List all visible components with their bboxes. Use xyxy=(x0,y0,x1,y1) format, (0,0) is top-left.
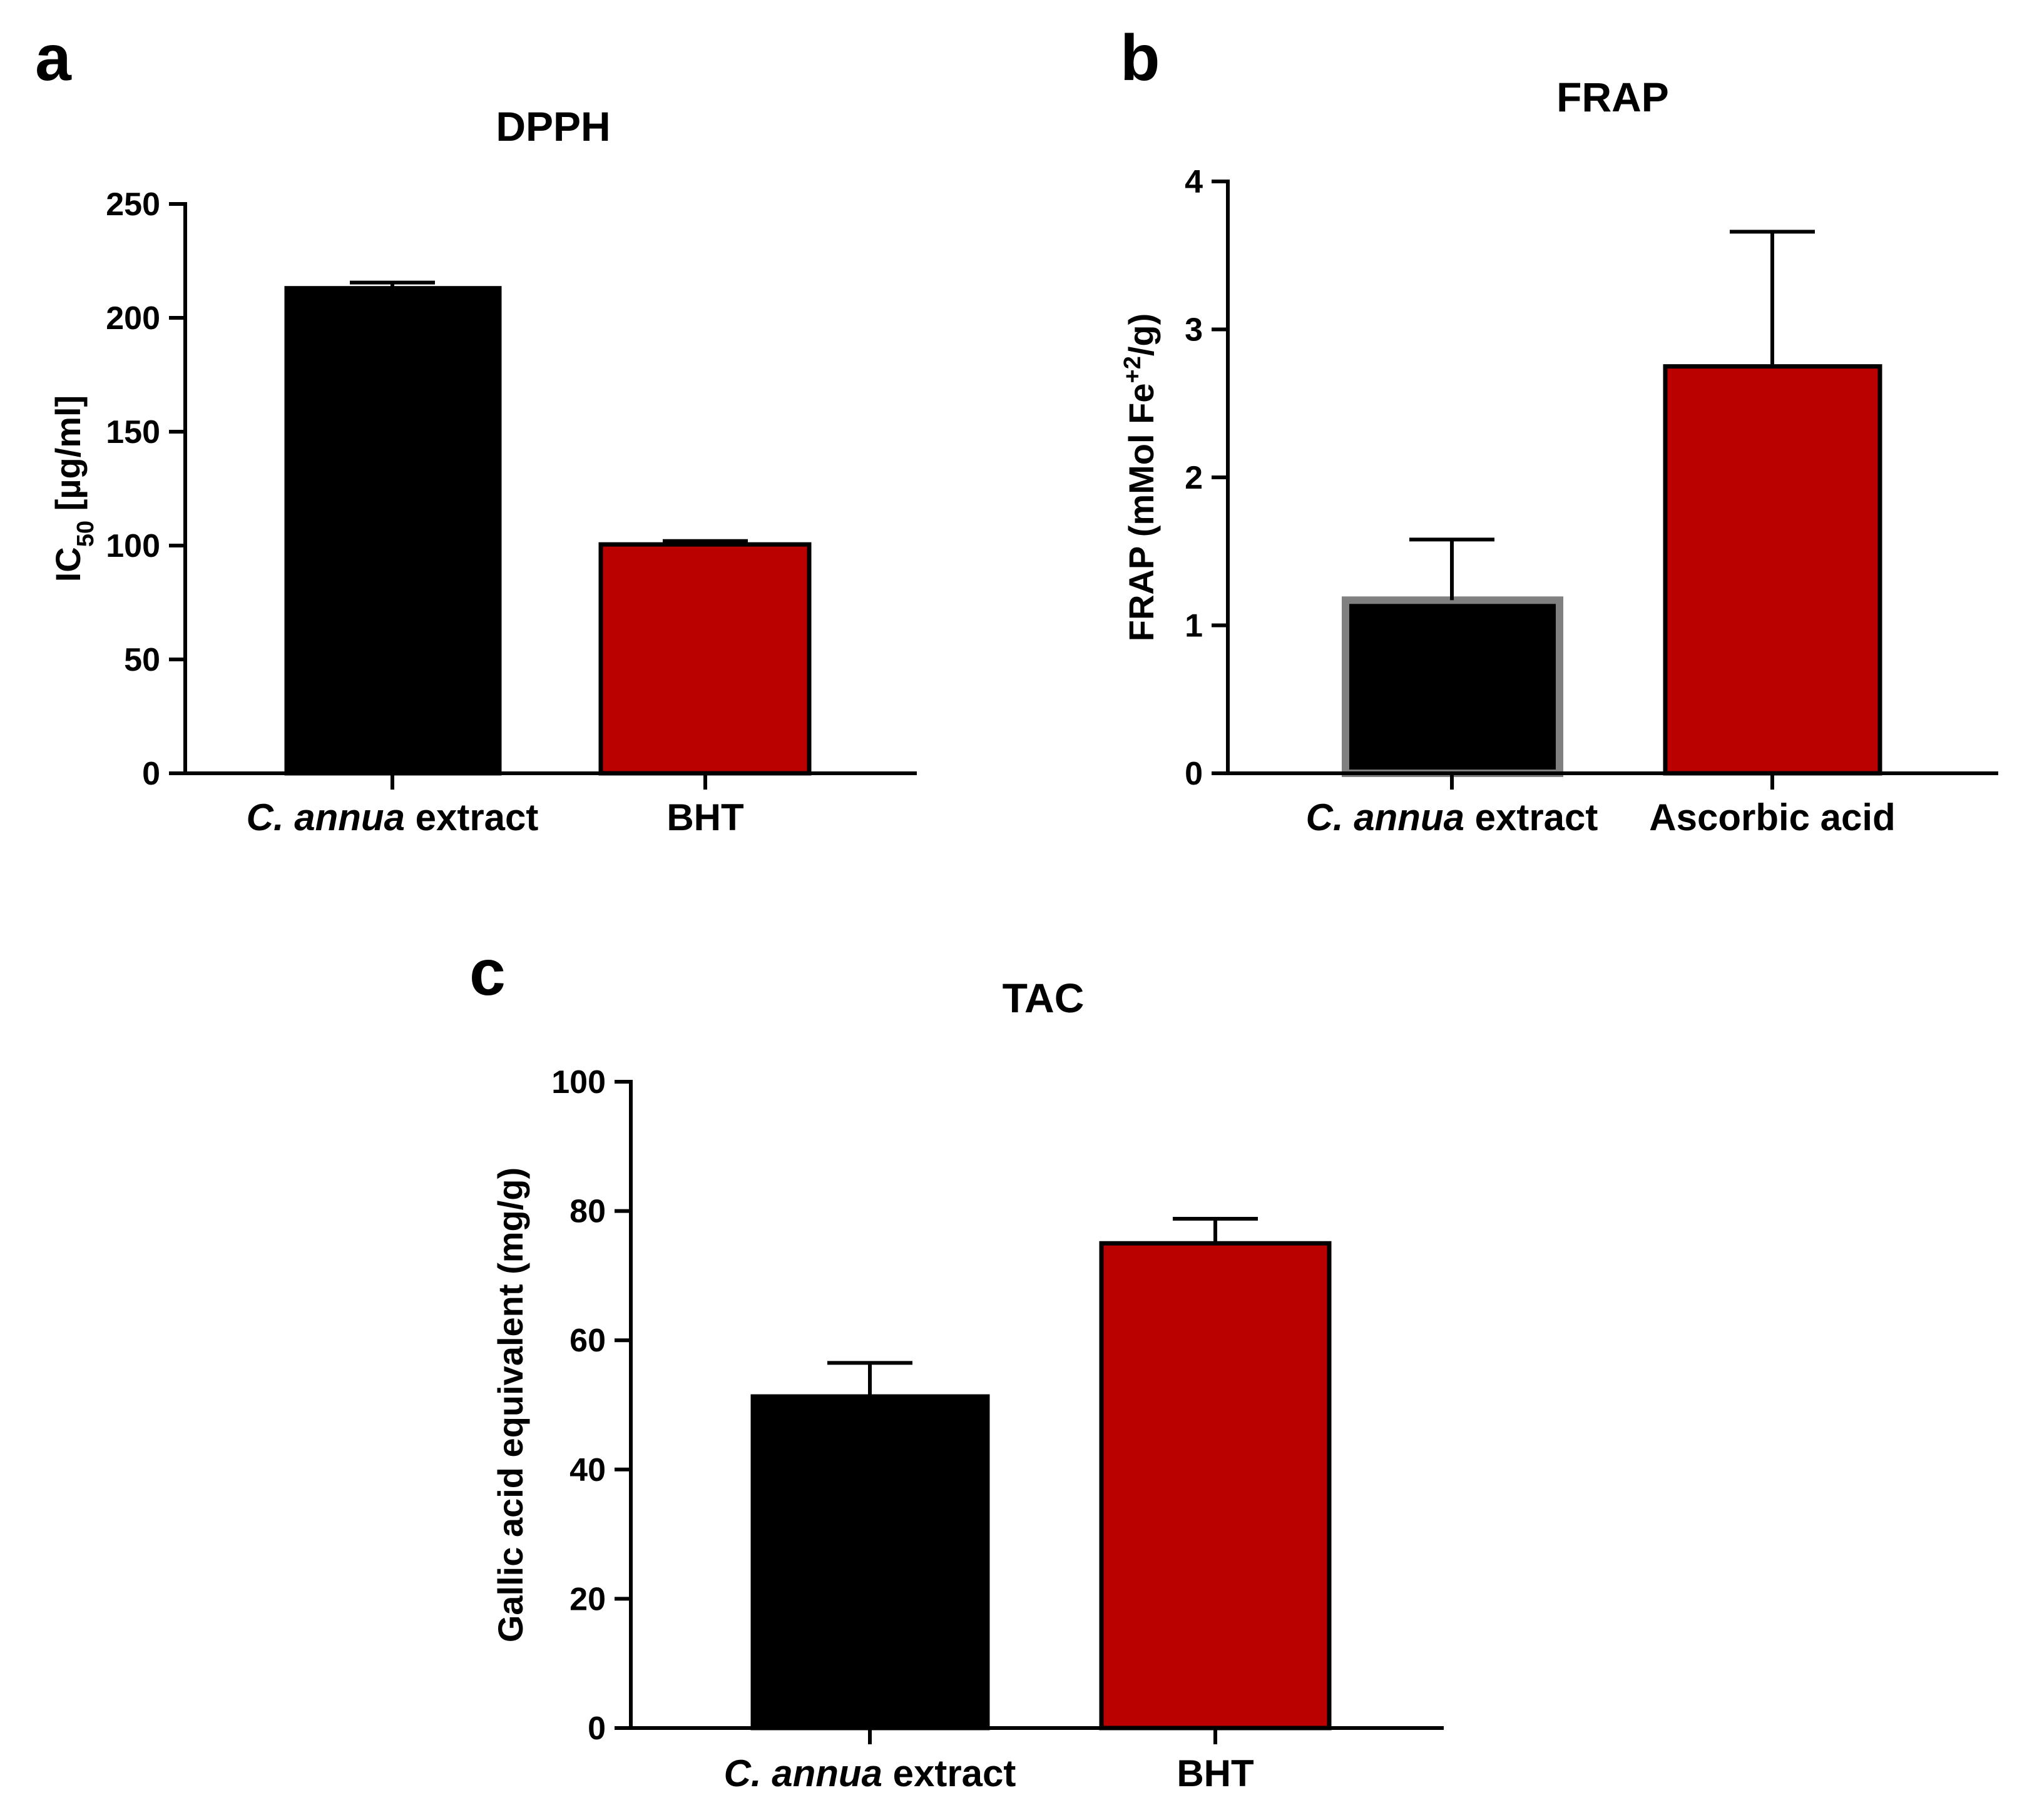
y-tick-label: 3 xyxy=(1185,312,1203,348)
y-axis-label: Gallic acid equivalent (mg/g) xyxy=(491,1167,530,1642)
y-tick-label: 100 xyxy=(551,1064,606,1101)
x-tick-label-text: BHT xyxy=(666,796,743,838)
chart-title: TAC xyxy=(1003,975,1085,1021)
y-tick-label: 250 xyxy=(106,186,160,223)
y-tick-label: 4 xyxy=(1185,164,1203,200)
bar-1 xyxy=(1342,596,1563,777)
y-tick-label: 100 xyxy=(106,528,160,564)
y-tick-label: 0 xyxy=(588,1711,606,1747)
bar-2 xyxy=(1663,364,1882,776)
y-tick-label: 150 xyxy=(106,414,160,450)
x-tick-label-text: extract xyxy=(882,1752,1016,1794)
chart-title: DPPH xyxy=(496,103,610,150)
x-tick-label: BHT xyxy=(1177,1752,1254,1794)
y-tick-label: 80 xyxy=(569,1194,606,1230)
y-axis-label: FRAP (mMol Fe+2/g) xyxy=(1120,313,1161,642)
x-tick-label: C. annua extract xyxy=(247,796,539,838)
x-tick-label-text: extract xyxy=(1464,796,1598,838)
x-tick-label: C. annua extract xyxy=(724,1752,1016,1794)
panel-letter: b xyxy=(1120,22,1160,94)
y-axis-label-main: IC xyxy=(48,547,88,582)
bar-2 xyxy=(598,542,812,776)
bar-1 xyxy=(750,1394,990,1731)
panel-letter: a xyxy=(35,22,72,94)
x-tick-label-text: Ascorbic acid xyxy=(1649,796,1896,838)
y-axis-label-superscript: +2 xyxy=(1120,356,1146,383)
y-axis-label-main: FRAP (mMol Fe xyxy=(1121,383,1161,641)
y-axis-label-subscript: 50 xyxy=(73,521,99,547)
chart-panel-b: b FRAP 0 1 2 3 4 C. annua extract Ascorbic acid F… xyxy=(1120,22,1998,838)
y-axis-label: IC50 [µg/ml] xyxy=(48,395,99,582)
chart-panel-a: a DPPH 0 50 100 150 200 250 C. annua extract BHT I… xyxy=(35,22,917,838)
y-tick-label: 60 xyxy=(569,1323,606,1359)
y-tick-label: 2 xyxy=(1185,460,1203,496)
y-axis-label-rest: [µg/ml] xyxy=(48,395,88,521)
y-tick-label: 0 xyxy=(1185,756,1203,792)
chart-title: FRAP xyxy=(1556,74,1669,120)
y-axis-label-rest: /g) xyxy=(1121,313,1161,356)
bar-1 xyxy=(284,286,502,776)
x-tick-label-italic: C. annua xyxy=(724,1752,882,1794)
x-tick-label-text: BHT xyxy=(1177,1752,1254,1794)
bar-2 xyxy=(1099,1241,1332,1731)
y-tick-label: 1 xyxy=(1185,608,1203,644)
x-tick-label-italic: C. annua xyxy=(247,796,405,838)
y-tick-label: 40 xyxy=(569,1452,606,1488)
y-axis-label-main: Gallic acid equivalent (mg/g) xyxy=(491,1167,530,1642)
y-tick-label: 20 xyxy=(569,1581,606,1617)
x-tick-label: C. annua extract xyxy=(1306,796,1598,838)
x-tick-label-italic: C. annua xyxy=(1306,796,1464,838)
y-tick-label: 200 xyxy=(106,300,160,337)
x-tick-label: Ascorbic acid xyxy=(1649,796,1896,838)
x-tick-label: BHT xyxy=(666,796,743,838)
chart-panel-c: c TAC 0 20 40 60 80 100 C. annua extract BHT Galli… xyxy=(469,937,1444,1794)
y-tick-label: 50 xyxy=(124,642,160,678)
x-tick-label-text: extract xyxy=(405,796,538,838)
y-tick-label: 0 xyxy=(142,756,160,792)
panel-letter: c xyxy=(469,937,506,1009)
